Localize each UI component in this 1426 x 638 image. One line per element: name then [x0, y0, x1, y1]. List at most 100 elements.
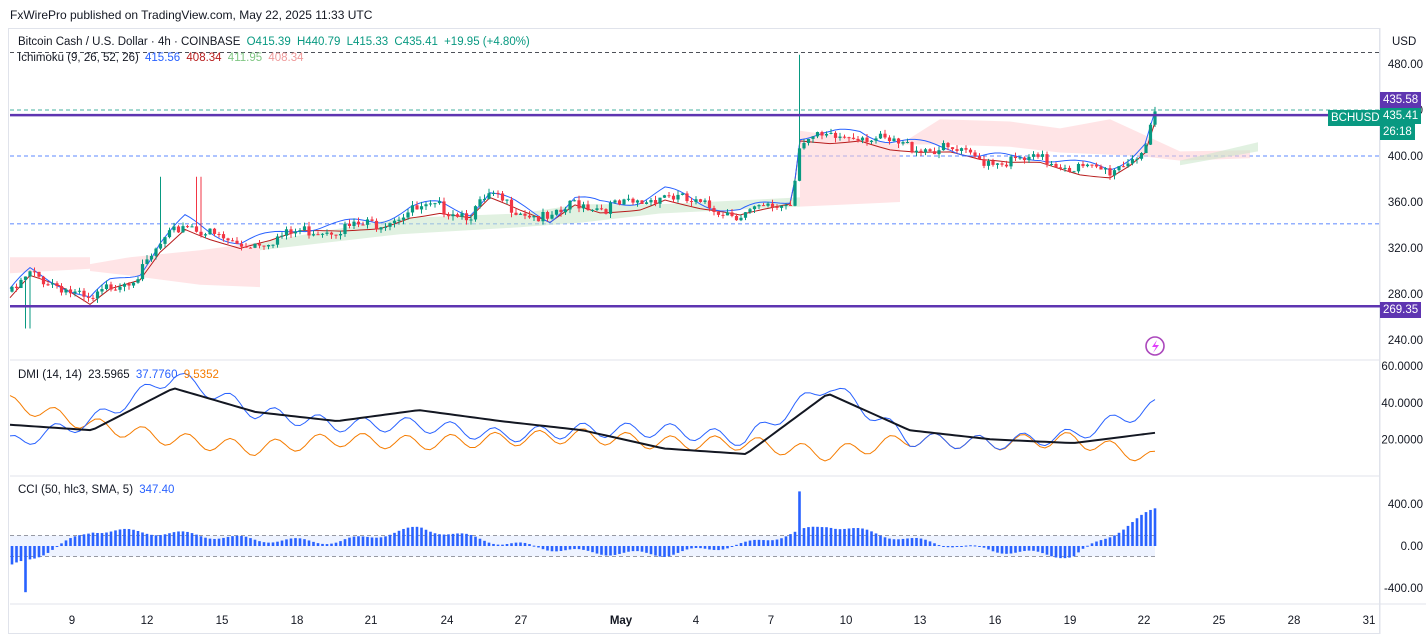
candle-body [1027, 156, 1031, 161]
candle-body [397, 219, 401, 221]
cci-bar [951, 546, 954, 548]
candle-body [244, 246, 248, 248]
cci-bar [546, 546, 549, 551]
cci-bar [645, 546, 648, 553]
cci-bar [888, 538, 891, 546]
time-axis-label: 22 [1138, 615, 1151, 627]
candle-body [343, 223, 347, 234]
cci-bar [771, 540, 774, 546]
cloud-red [10, 257, 90, 274]
cci-bar [861, 528, 864, 546]
cci-bar [595, 546, 599, 554]
cci-bar [748, 540, 752, 546]
cci-bar [55, 546, 59, 547]
cci-bar [343, 539, 347, 546]
cci-bar [1131, 522, 1134, 546]
cci-bar [838, 529, 842, 546]
currency-label[interactable]: USD [1392, 36, 1417, 48]
cci-bar [204, 537, 207, 546]
cloud-red [800, 130, 900, 207]
ohlc-low: L415.33 [346, 36, 389, 48]
cci-bar [906, 538, 909, 546]
flash-icon [1145, 336, 1165, 356]
cci-bar [811, 526, 815, 546]
candle-body [82, 290, 86, 297]
countdown-tag: 26:18 [1380, 124, 1415, 140]
time-axis-label: 15 [216, 615, 229, 627]
candle-body [667, 195, 671, 197]
cci-bar [1144, 512, 1148, 546]
cci-bar [447, 534, 450, 546]
candle-body [986, 161, 991, 166]
candle-body [208, 228, 212, 235]
cci-bar [1014, 546, 1017, 553]
cci-bar [1027, 546, 1031, 551]
candle-body [271, 244, 275, 246]
cci-bar [276, 541, 279, 546]
cci-bar [865, 529, 869, 546]
cci-bar [109, 531, 113, 546]
candle-body [410, 205, 415, 213]
cci-bar [240, 535, 243, 546]
candle-body [1139, 153, 1144, 159]
cci-bar [217, 538, 221, 546]
candle-body [329, 232, 334, 235]
candle-body [1031, 154, 1036, 157]
dmi-axis-label: 60.0000 [1381, 361, 1423, 373]
cci-bar [1059, 546, 1062, 559]
cci-bar [505, 544, 509, 546]
candle-body [190, 226, 194, 228]
cci-bar [631, 546, 635, 552]
candle-body [73, 291, 77, 294]
cci-bar [708, 546, 711, 550]
cci-bar [573, 546, 576, 550]
cci-bar [460, 533, 464, 546]
cci-bar [226, 536, 230, 546]
candle-body [266, 245, 271, 247]
candle-body [991, 161, 995, 165]
cci-bar [285, 539, 288, 546]
candle-body [995, 163, 1000, 165]
cci-bar [1122, 529, 1125, 546]
cci-bar [1054, 546, 1058, 558]
candle-body [928, 149, 932, 152]
cci-bar [370, 537, 374, 546]
candle-body [923, 149, 928, 153]
cci-bar [1023, 546, 1026, 551]
dmi-axis-label: 20.0000 [1381, 434, 1423, 446]
candle-body [217, 233, 221, 235]
cci-bar [627, 546, 630, 552]
cci-bar [910, 538, 914, 546]
candle-body [109, 284, 113, 290]
candle-body [694, 199, 698, 203]
candle-body [856, 138, 860, 141]
dmi-label: DMI (14, 14) [18, 369, 82, 381]
cci-bar [712, 546, 716, 550]
plus-di-line [9, 372, 1156, 451]
symbol-title: Bitcoin Cash / U.S. Dollar · 4h · COINBA… [18, 36, 241, 48]
cci-bar [235, 535, 239, 546]
candle-body [815, 132, 820, 137]
cci-bar [289, 538, 293, 546]
cci-bar [744, 541, 747, 546]
price-axis-label: 480.00 [1388, 59, 1423, 71]
cci-bar [397, 530, 401, 546]
cci-bar [528, 544, 531, 546]
cloud-green [1180, 142, 1258, 166]
cci-bar [213, 538, 216, 546]
cci-bar [429, 531, 432, 546]
candle-body [104, 284, 109, 290]
candle-body [1130, 159, 1135, 164]
candle-body [361, 224, 365, 226]
dmi-plus: 37.7760 [135, 369, 178, 381]
candle-body [113, 289, 118, 291]
candle-body [1072, 171, 1076, 173]
candle-body [554, 209, 559, 215]
ichimoku-cloud [10, 119, 1258, 288]
cci-bar [690, 546, 693, 549]
cci-bar [222, 537, 225, 546]
candle-body [779, 205, 784, 208]
candle-body [32, 271, 37, 273]
candle-body [568, 200, 572, 210]
